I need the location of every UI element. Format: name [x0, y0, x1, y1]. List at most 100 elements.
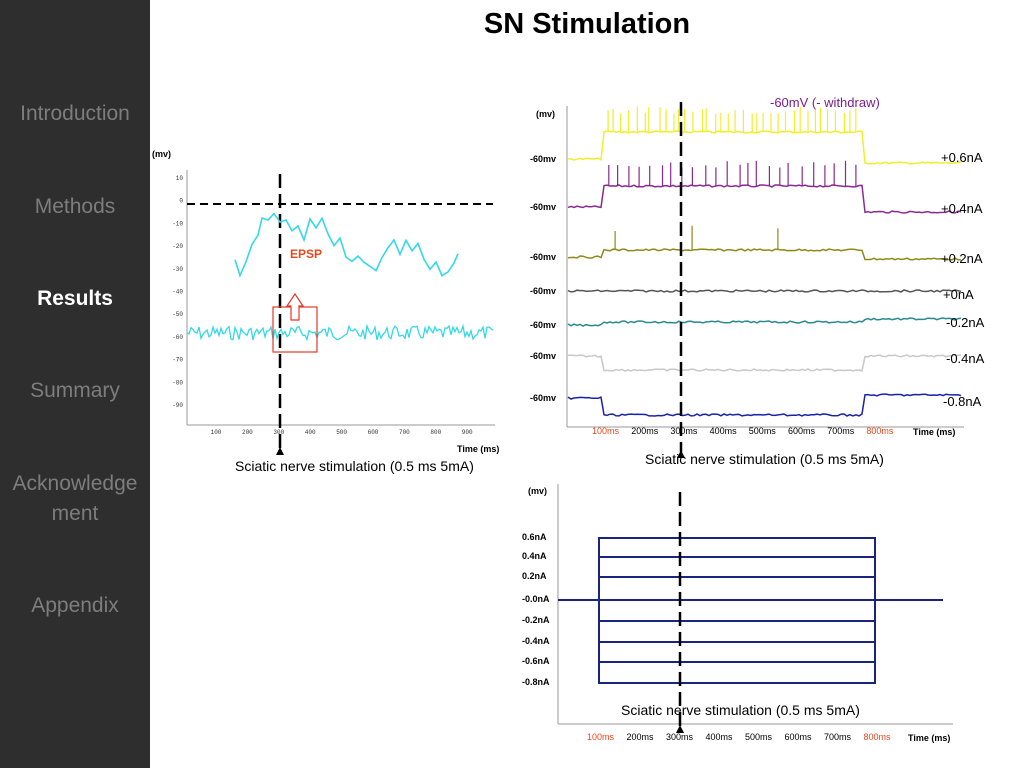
right-caption: Sciatic nerve stimulation (0.5 ms 5mA) — [645, 451, 884, 467]
protocol-level-label: 0.2nA — [522, 571, 547, 581]
right-traces-plot — [566, 102, 964, 458]
right-trace-ylabel: -60mv — [530, 154, 557, 164]
protocol-level-label: -0.6nA — [522, 656, 550, 666]
protocol-x-tick-label: 600ms — [784, 732, 812, 742]
protocol-level-label: 0.6nA — [522, 532, 547, 542]
left-y-tick-label: -60 — [172, 334, 183, 341]
right-trace — [567, 184, 962, 214]
left-x-tick-label: 300 — [273, 429, 284, 436]
sidebar-item-summary[interactable]: Summary — [30, 379, 120, 402]
right-x-tick-label: 100ms — [592, 426, 620, 436]
epsp-label: EPSP — [290, 247, 323, 261]
sidebar-item-acknowledgement[interactable]: Acknowledge ment — [12, 472, 138, 525]
right-x-tick-label: 600ms — [788, 426, 816, 436]
protocol-stimulus-arrowhead — [676, 725, 684, 733]
left-x-tick-label: 200 — [242, 429, 253, 436]
right-trace-current-label: -0.8nA — [943, 394, 982, 409]
left-y-tick-label: -40 — [172, 289, 183, 296]
right-trace-ylabel: -60mv — [530, 320, 557, 330]
protocol-level-label: -0.4nA — [522, 636, 550, 646]
protocol-x-tick-label: 100ms — [587, 732, 615, 742]
right-trace-spikes — [614, 225, 779, 250]
left-x-tick-label: 400 — [305, 429, 316, 436]
left-epsp-plot: 100-10-20-30-40-50-60-70-80-90 100 200 300… — [172, 170, 495, 455]
left-stimulus-arrowhead — [276, 447, 284, 455]
right-trace-current-label: +0nA — [943, 287, 974, 302]
left-y-tick-label: 0 — [179, 198, 183, 205]
withdraw-annotation: -60mV (- withdraw) — [770, 95, 880, 110]
left-x-tick-label: 500 — [336, 429, 347, 436]
left-y-tick-label: -90 — [172, 402, 183, 409]
right-trace-ylabel: -60mv — [530, 202, 557, 212]
left-x-tick-label: 600 — [368, 429, 379, 436]
right-trace-current-label: -0.2nA — [946, 315, 985, 330]
right-trace-current-label: +0.4nA — [941, 201, 983, 216]
right-trace — [567, 354, 962, 372]
right-x-tick-label: 300ms — [670, 426, 698, 436]
left-epsp-trace — [234, 212, 459, 278]
right-trace — [567, 317, 962, 327]
right-trace-ylabel: -60mv — [530, 351, 557, 361]
right-trace-ylabel: -60mv — [530, 252, 557, 262]
protocol-x-tick-label: 800ms — [863, 732, 891, 742]
right-trace — [567, 248, 962, 261]
right-x-tick-label: 500ms — [748, 426, 776, 436]
right-trace-ylabel: -60mv — [530, 286, 557, 296]
left-y-tick-label: 10 — [176, 175, 184, 182]
right-trace — [567, 393, 962, 417]
protocol-plot — [557, 484, 953, 733]
protocol-x-axis-label: Time (ms) — [908, 733, 951, 743]
left-x-tick-label: 900 — [462, 429, 473, 436]
right-x-tick-label: 800ms — [866, 426, 894, 436]
left-x-tick-label: 800 — [430, 429, 441, 436]
left-baseline-trace — [186, 323, 494, 342]
sidebar-item-results[interactable]: Results — [37, 287, 113, 310]
protocol-x-tick-label: 400ms — [705, 732, 733, 742]
left-y-tick-label: -50 — [172, 311, 183, 318]
right-trace — [567, 289, 962, 293]
right-trace-spikes — [608, 160, 857, 186]
right-trace-current-label: +0.6nA — [941, 150, 983, 165]
protocol-step-frame — [598, 537, 876, 684]
right-x-axis-label: Time (ms) — [913, 427, 956, 437]
left-y-ticks: 10 0 -10 -20 -30 -40 -50 -60 -70 -80 -90 — [172, 175, 183, 409]
left-y-tick-label: -30 — [172, 266, 183, 273]
protocol-y-unit: (mv) — [528, 486, 548, 496]
left-caption: Sciatic nerve stimulation (0.5 ms 5mA) — [235, 458, 474, 474]
protocol-x-tick-label: 700ms — [824, 732, 852, 742]
right-x-tick-label: 700ms — [827, 426, 855, 436]
sidebar-item-appendix[interactable]: Appendix — [31, 594, 119, 617]
protocol-level-label: 0.4nA — [522, 551, 547, 561]
right-x-tick-label: 400ms — [709, 426, 737, 436]
protocol-level-label: -0.2nA — [522, 615, 550, 625]
protocol-steps — [558, 537, 943, 684]
sidebar: Introduction Methods Results Summary Ack… — [0, 0, 150, 768]
right-trace-current-label: +0.2nA — [941, 251, 983, 266]
protocol-level-label: -0.0nA — [522, 594, 550, 604]
right-trace-spikes — [607, 106, 857, 132]
protocol-x-tick-label: 200ms — [626, 732, 654, 742]
left-y-unit: (mv) — [152, 149, 172, 159]
page-title: SN Stimulation — [483, 8, 691, 40]
left-y-tick-label: -10 — [172, 220, 183, 227]
left-y-tick-label: -80 — [172, 379, 183, 386]
left-x-ticks: 100 200 300 400 500 600 700 800 900 — [211, 429, 473, 436]
epsp-up-arrow-icon — [285, 292, 305, 321]
protocol-x-tick-label: 500ms — [745, 732, 773, 742]
left-y-tick-label: -20 — [172, 243, 183, 250]
right-trace-ylabel: -60mv — [530, 393, 557, 403]
sidebar-item-methods[interactable]: Methods — [34, 195, 116, 218]
protocol-level-label: -0.8nA — [522, 677, 550, 687]
right-trace — [567, 130, 962, 165]
left-y-tick-label: -70 — [172, 357, 183, 364]
protocol-caption: Sciatic nerve stimulation (0.5 ms 5mA) — [621, 702, 860, 718]
right-trace-current-label: -0.4nA — [946, 351, 985, 366]
right-x-tick-label: 200ms — [631, 426, 659, 436]
left-x-tick-label: 700 — [399, 429, 410, 436]
sidebar-item-introduction[interactable]: Introduction — [20, 102, 130, 125]
left-x-axis-label: Time (ms) — [457, 444, 500, 454]
protocol-x-tick-label: 300ms — [666, 732, 694, 742]
right-trace-group — [567, 106, 962, 417]
left-x-tick-label: 100 — [211, 429, 222, 436]
